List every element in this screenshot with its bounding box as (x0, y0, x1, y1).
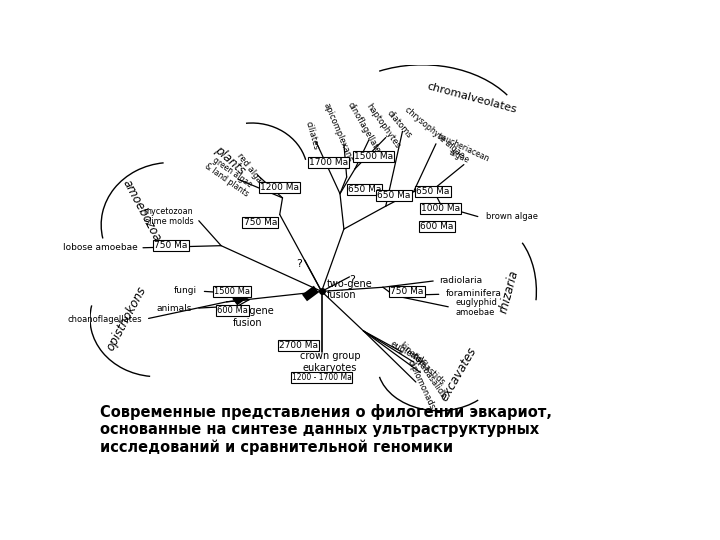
Text: crown group
eukaryotes: crown group eukaryotes (300, 352, 360, 373)
Text: brown algae: brown algae (486, 212, 538, 221)
Text: 1700 Ma: 1700 Ma (310, 158, 348, 167)
Text: 750 Ma: 750 Ma (154, 241, 188, 250)
Text: 2700 Ma: 2700 Ma (279, 341, 318, 350)
Text: fungi: fungi (174, 287, 197, 295)
Text: 650 Ma: 650 Ma (348, 185, 381, 194)
Text: ciliates: ciliates (304, 120, 320, 151)
Text: 750 Ma: 750 Ma (243, 218, 277, 227)
Text: ?: ? (349, 275, 355, 285)
Text: excavates: excavates (438, 345, 479, 404)
Text: 1000 Ma: 1000 Ma (421, 204, 460, 213)
Text: euglyphid
amoebae: euglyphid amoebae (456, 298, 498, 318)
Text: vaucheriacean
algae: vaucheriacean algae (431, 131, 491, 173)
Text: euglenids: euglenids (388, 340, 428, 368)
Text: chromalveolates: chromalveolates (426, 81, 518, 115)
Text: lobose amoebae: lobose amoebae (63, 243, 138, 252)
Text: rhizaria: rhizaria (497, 268, 521, 314)
Text: 750 Ma: 750 Ma (390, 287, 423, 296)
Text: 600 Ma: 600 Ma (420, 221, 454, 231)
Text: parabasalids: parabasalids (409, 350, 447, 400)
Text: mycetozoan
slime molds: mycetozoan slime molds (143, 207, 193, 226)
Text: apicomplexans: apicomplexans (322, 101, 355, 163)
Text: 1500 Ma: 1500 Ma (215, 287, 251, 296)
Text: 650 Ma: 650 Ma (377, 191, 411, 200)
Text: opisthokons: opisthokons (104, 284, 149, 353)
Text: dinoflagellates: dinoflagellates (345, 100, 384, 158)
Text: 600 Ma: 600 Ma (217, 306, 248, 315)
Text: 650 Ma: 650 Ma (416, 187, 450, 196)
Text: animals: animals (156, 303, 192, 313)
Text: kinetoplastids: kinetoplastids (397, 341, 446, 388)
Text: two-gene
fusion: two-gene fusion (327, 279, 373, 300)
Text: plants: plants (212, 144, 247, 178)
Text: green algae
& land plants: green algae & land plants (203, 153, 256, 199)
Text: three-gene
fusion: three-gene fusion (220, 306, 274, 328)
Text: amoebozoa: amoebozoa (120, 177, 163, 244)
Text: radiolaria: radiolaria (438, 276, 482, 285)
Text: 1500 Ma: 1500 Ma (354, 152, 393, 161)
Text: ?: ? (297, 259, 302, 269)
Text: red algae: red algae (235, 151, 266, 188)
Text: diatoms: diatoms (385, 108, 414, 140)
Text: haptophytes: haptophytes (364, 102, 402, 150)
Text: foraminifera: foraminifera (446, 289, 502, 298)
Text: 1200 - 1700 Ma: 1200 - 1700 Ma (292, 373, 351, 382)
Text: choanoflagellates: choanoflagellates (68, 315, 143, 324)
Text: chrysophyte algae: chrysophyte algae (402, 105, 466, 160)
Text: Современные представления о филогении эвкариот,
основанные на синтезе данных уль: Современные представления о филогении эв… (100, 404, 552, 455)
Text: 1200 Ma: 1200 Ma (260, 183, 300, 192)
Text: diplomonads: diplomonads (406, 359, 437, 411)
